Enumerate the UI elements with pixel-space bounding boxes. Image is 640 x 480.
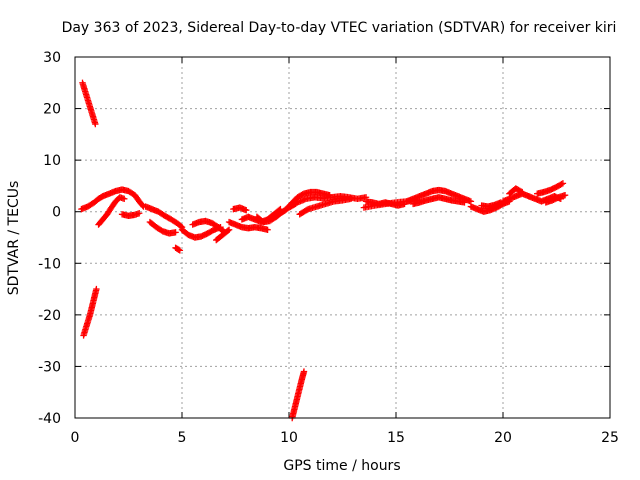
data-point [177, 223, 185, 230]
x-tick-label: 0 [71, 430, 80, 446]
x-tick-label: 5 [178, 430, 187, 446]
data-point [264, 226, 271, 233]
data-points [78, 79, 569, 422]
chart-title: Day 363 of 2023, Sidereal Day-to-day VTE… [62, 20, 617, 36]
x-tick-label: 15 [387, 430, 405, 446]
y-tick-label: 0 [52, 205, 61, 221]
x-tick-label: 10 [280, 430, 298, 446]
data-point [224, 227, 232, 234]
data-point [121, 195, 128, 203]
plot-frame [74, 56, 611, 419]
data-point [291, 200, 298, 208]
data-point [292, 199, 300, 207]
x-tick-label: 25 [601, 430, 619, 446]
data-point [290, 201, 297, 208]
grid [75, 57, 610, 418]
data-point [559, 180, 567, 187]
x-tick-label: 20 [494, 430, 512, 446]
y-tick-label: 30 [43, 50, 61, 66]
data-point [225, 226, 233, 233]
y-tick-label: -30 [38, 359, 61, 375]
data-point [519, 188, 526, 196]
x-axis-label: GPS time / hours [283, 458, 400, 474]
data-point [517, 188, 525, 195]
data-point [92, 120, 99, 128]
y-tick-label: 20 [43, 102, 61, 118]
data-point [287, 202, 294, 210]
data-point [561, 192, 569, 199]
y-tick-label: -10 [38, 256, 61, 272]
data-point [136, 210, 143, 217]
y-axis-label: SDTVAR / TECUs [6, 181, 22, 296]
y-tick-label: 10 [43, 153, 61, 169]
data-point [300, 368, 308, 375]
data-point [243, 206, 250, 214]
data-point [288, 201, 296, 209]
data-point [285, 203, 293, 210]
data-point [558, 180, 565, 188]
data-point [461, 199, 468, 206]
y-tick-label: -40 [38, 411, 61, 427]
axis-ticks: 0 5 10 15 20 25 -40 -30 -20 -10 0 10 20 30 [38, 50, 619, 446]
y-tick-label: -20 [38, 308, 61, 324]
data-point [93, 285, 100, 293]
data-point [176, 247, 184, 254]
data-point [139, 202, 146, 209]
data-point [347, 195, 355, 203]
data-point [172, 229, 179, 236]
